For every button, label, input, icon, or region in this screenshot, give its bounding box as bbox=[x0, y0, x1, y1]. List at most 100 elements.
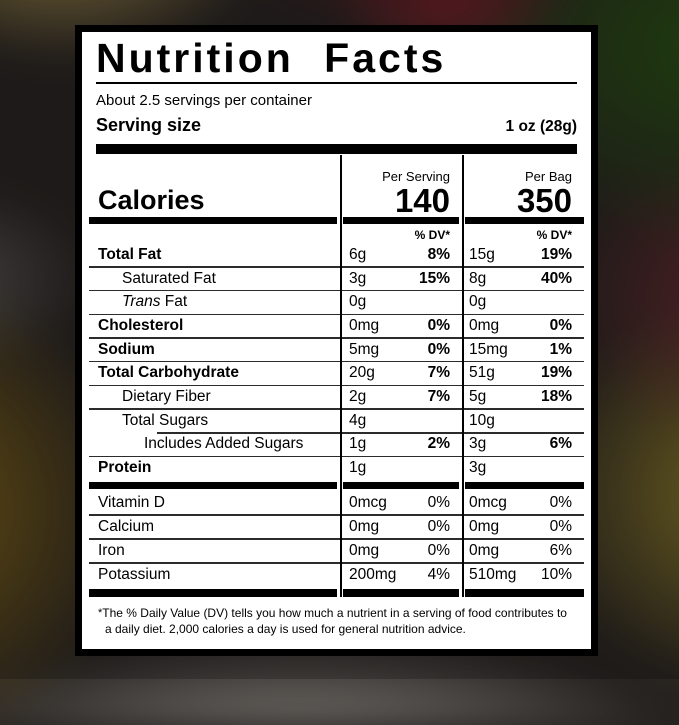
nutrient-name: Total Carbohydrate bbox=[98, 364, 239, 382]
per-serving-dv: 15% bbox=[418, 269, 450, 287]
calories-per-bag-value: 350 bbox=[516, 182, 572, 219]
per-serving-amount: 3g bbox=[349, 269, 367, 287]
nutrient-row: Protein 1g 3g bbox=[89, 455, 584, 480]
per-serving-cell: 2g 7% bbox=[340, 388, 462, 406]
per-bag-cell: 0mcg 0% bbox=[462, 494, 584, 512]
per-bag-cell: 0mg 6% bbox=[462, 542, 584, 560]
per-bag-amount: 10g bbox=[469, 411, 495, 429]
nutrient-name: Vitamin D bbox=[98, 493, 165, 511]
nutrient-row: Vitamin D 0mcg 0% 0mcg 0% bbox=[89, 491, 584, 515]
per-bag-cell: 5g 18% bbox=[462, 388, 584, 406]
per-serving-dv: 2% bbox=[427, 435, 450, 453]
per-serving-cell: 1g 2% bbox=[340, 435, 462, 453]
per-bag-cell: 10g bbox=[462, 412, 584, 430]
per-bag-cell: 15g 19% bbox=[462, 246, 584, 264]
per-serving-cell: 0mcg 0% bbox=[340, 494, 462, 512]
per-serving-cell: 5mg 0% bbox=[340, 341, 462, 359]
per-bag-cell: 0mg 0% bbox=[462, 317, 584, 335]
per-bag-amount: 15mg bbox=[469, 340, 508, 358]
nutrient-name: Calcium bbox=[98, 517, 154, 535]
per-bag-dv: 10% bbox=[540, 565, 572, 583]
per-serving-dv: 4% bbox=[427, 565, 450, 583]
footnote-text: The % Daily Value (DV) tells you how muc… bbox=[102, 605, 567, 636]
per-serving-amount: 20g bbox=[349, 364, 375, 382]
per-serving-amount: 0mg bbox=[349, 541, 380, 559]
per-bag-dv: 0% bbox=[549, 517, 572, 535]
per-bag-amount: 3g bbox=[469, 435, 487, 453]
per-serving-cell: 3g 15% bbox=[340, 270, 462, 288]
dv-header-bag: % DV* bbox=[536, 227, 572, 242]
per-serving-cell: 200mg 4% bbox=[340, 566, 462, 584]
per-serving-cell: 6g 8% bbox=[340, 246, 462, 264]
per-serving-amount: 200mg bbox=[349, 565, 397, 583]
calories-per-bag: Per Bag 350 bbox=[462, 155, 584, 217]
per-serving-cell: 0g bbox=[340, 293, 462, 311]
per-serving-amount: 1g bbox=[349, 435, 367, 453]
per-bag-header: Per Bag bbox=[525, 169, 572, 184]
nutrients-section: Calories Per Serving 140 Per Bag 350 % D… bbox=[89, 155, 584, 597]
calories-label: Calories bbox=[98, 185, 205, 215]
per-serving-dv: 0% bbox=[427, 316, 450, 334]
per-bag-amount: 0mg bbox=[469, 541, 500, 559]
serving-size-row: Serving size 1 oz (28g) bbox=[96, 113, 577, 144]
per-serving-amount: 4g bbox=[349, 411, 367, 429]
nutrient-row: Calcium 0mg 0% 0mg 0% bbox=[89, 514, 584, 539]
nutrient-name: Potassium bbox=[98, 565, 171, 583]
column-separator-2 bbox=[462, 155, 464, 597]
per-bag-cell: 3g 6% bbox=[462, 435, 584, 453]
per-bag-amount: 0mg bbox=[469, 316, 500, 334]
per-serving-dv: 0% bbox=[427, 493, 450, 511]
nutrient-row: Cholesterol 0mg 0% 0mg 0% bbox=[89, 313, 584, 338]
per-bag-dv: 0% bbox=[549, 493, 572, 511]
nutrient-name: Total Fat bbox=[98, 245, 162, 263]
per-serving-dv: 0% bbox=[427, 541, 450, 559]
per-serving-amount: 5mg bbox=[349, 340, 380, 358]
calories-divider-bar bbox=[89, 217, 584, 224]
nutrient-row: Iron 0mg 0% 0mg 6% bbox=[89, 538, 584, 563]
per-serving-amount: 0g bbox=[349, 293, 367, 311]
per-bag-amount: 15g bbox=[469, 245, 495, 263]
nutrient-name: Dietary Fiber bbox=[122, 387, 211, 405]
per-bag-cell: 0mg 0% bbox=[462, 518, 584, 536]
per-serving-cell: 4g bbox=[340, 412, 462, 430]
nutrient-name: Sodium bbox=[98, 340, 155, 358]
calories-per-serving-value: 140 bbox=[394, 182, 450, 219]
label-title: Nutrition Facts bbox=[96, 35, 447, 81]
nutrient-name: Includes Added Sugars bbox=[144, 435, 304, 453]
per-serving-dv: 0% bbox=[427, 340, 450, 358]
title-rule bbox=[96, 82, 577, 84]
nutrient-name: Cholesterol bbox=[98, 316, 184, 334]
nutrient-row: Total Fat 6g 8% 15g 19% bbox=[89, 243, 584, 267]
calories-row: Calories Per Serving 140 Per Bag 350 bbox=[89, 155, 584, 217]
nutrition-facts-label: Nutrition Facts About 2.5 servings per c… bbox=[75, 25, 598, 656]
per-bag-amount: 0g bbox=[469, 293, 487, 311]
end-divider-wrap bbox=[89, 587, 584, 597]
per-serving-dv: 0% bbox=[427, 517, 450, 535]
protein-divider-bar bbox=[89, 481, 584, 489]
nutrient-row: Trans Fat 0g 0g bbox=[89, 289, 584, 314]
serving-size-value: 1 oz (28g) bbox=[505, 118, 577, 135]
calories-per-serving: Per Serving 140 bbox=[340, 155, 462, 217]
per-bag-dv: 19% bbox=[540, 245, 572, 263]
nutrient-name: Saturated Fat bbox=[122, 269, 216, 287]
per-serving-dv: 8% bbox=[427, 245, 450, 263]
vitamin-mineral-rows: Vitamin D 0mcg 0% 0mcg 0% Calcium 0mg 0%… bbox=[89, 491, 584, 587]
per-serving-amount: 0mcg bbox=[349, 493, 387, 511]
nutrient-row: Saturated Fat 3g 15% 8g 40% bbox=[89, 266, 584, 291]
dv-header-serving: % DV* bbox=[414, 227, 450, 242]
nutrient-name: Protein bbox=[98, 459, 152, 477]
per-bag-dv: 6% bbox=[549, 435, 572, 453]
per-serving-amount: 0mg bbox=[349, 517, 380, 535]
per-bag-dv: 6% bbox=[549, 541, 572, 559]
per-bag-dv: 0% bbox=[549, 316, 572, 334]
per-bag-dv: 1% bbox=[549, 340, 572, 358]
per-bag-cell: 0g bbox=[462, 293, 584, 311]
per-serving-dv: 7% bbox=[427, 364, 450, 382]
per-serving-amount: 0mg bbox=[349, 316, 380, 334]
per-bag-dv: 40% bbox=[540, 269, 572, 287]
per-bag-cell: 51g 19% bbox=[462, 364, 584, 382]
per-bag-amount: 3g bbox=[469, 459, 487, 477]
per-bag-amount: 0mcg bbox=[469, 493, 507, 511]
nutrient-row: Sodium 5mg 0% 15mg 1% bbox=[89, 337, 584, 362]
per-bag-amount: 0mg bbox=[469, 517, 500, 535]
